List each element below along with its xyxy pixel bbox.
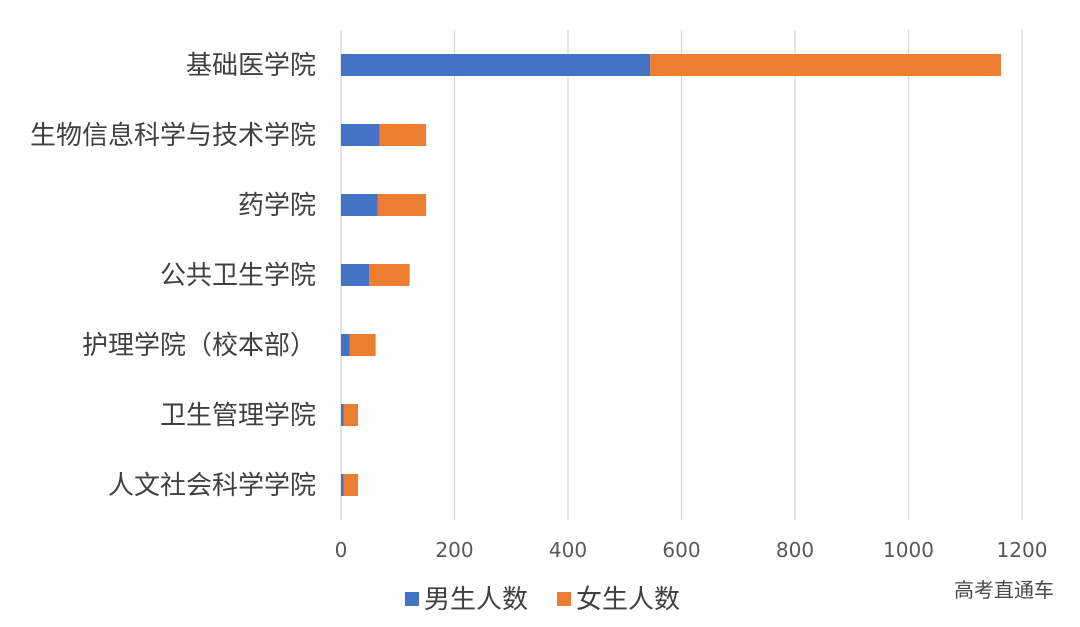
category-label: 护理学院（校本部） [82,331,316,361]
bar-male-4 [341,334,350,356]
bar-female-1 [379,124,427,146]
category-label: 人文社会科学学院 [108,471,316,501]
legend-label-male: 男生人数 [424,585,528,615]
x-tick-labels: 0 200 400 600 800 1000 1200 [335,538,1048,562]
x-tick-label: 800 [776,538,814,562]
legend-swatch-female [557,592,571,606]
x-tick-label: 1000 [883,538,934,562]
bar-male-0 [341,54,651,76]
category-label: 基础医学院 [186,51,316,81]
x-tick-label: 400 [549,538,587,562]
legend-label-female: 女生人数 [576,585,680,615]
x-tick-label: 0 [335,538,348,562]
legend: 男生人数 女生人数 [405,585,680,615]
category-label: 卫生管理学院 [160,401,316,431]
legend-swatch-male [405,592,419,606]
x-tick-label: 200 [435,538,473,562]
bar-female-5 [343,404,359,426]
bar-male-1 [341,124,380,146]
bar-female-3 [369,264,410,286]
category-label: 公共卫生学院 [160,261,316,291]
bar-female-2 [377,194,427,216]
category-label: 药学院 [238,191,316,221]
category-label: 生物信息科学与技术学院 [30,121,316,151]
bar-female-6 [343,474,359,496]
bar-male-3 [341,264,370,286]
watermark: 高考直通车 [954,578,1054,602]
bar-female-0 [650,54,1002,76]
x-tick-label: 1200 [997,538,1048,562]
bars [341,54,1002,496]
bar-male-6 [341,474,344,496]
bar-female-4 [349,334,376,356]
gridlines [340,30,1023,520]
bar-male-5 [341,404,344,426]
bar-male-2 [341,194,378,216]
x-tick-label: 600 [662,538,700,562]
